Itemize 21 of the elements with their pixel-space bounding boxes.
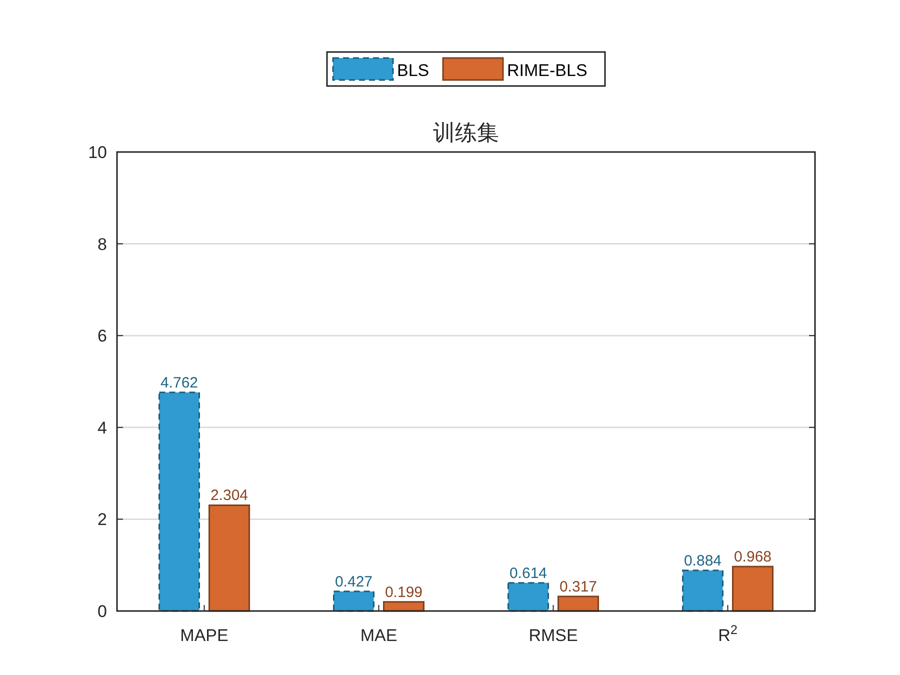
legend-label: RIME-BLS [507, 61, 588, 80]
data-label: 2.304 [210, 487, 248, 504]
data-label: 0.884 [684, 552, 722, 570]
data-label: 0.427 [334, 573, 373, 590]
data-label: 0.968 [734, 548, 772, 566]
data-label: 0.317 [559, 578, 598, 596]
y-tick-label: 10 [88, 143, 107, 162]
chart-title: 训练集 [433, 120, 499, 145]
x-tick-label: RMSE [528, 626, 578, 645]
legend-label: BLS [397, 61, 430, 80]
y-tick-label: 6 [98, 326, 107, 346]
y-tick-label: 0 [98, 602, 107, 621]
data-label: 4.762 [160, 374, 198, 392]
y-tick-label: 8 [98, 234, 107, 254]
y-tick-label: 2 [98, 510, 107, 530]
x-tick-label: R$^{2}$ [718, 622, 738, 645]
x-tick-label: MAPE [180, 626, 228, 645]
data-label: 0.199 [384, 584, 423, 601]
y-tick-label: 4 [98, 418, 107, 438]
x-tick-label: MAE [360, 626, 398, 645]
data-label: 0.614 [509, 564, 548, 582]
